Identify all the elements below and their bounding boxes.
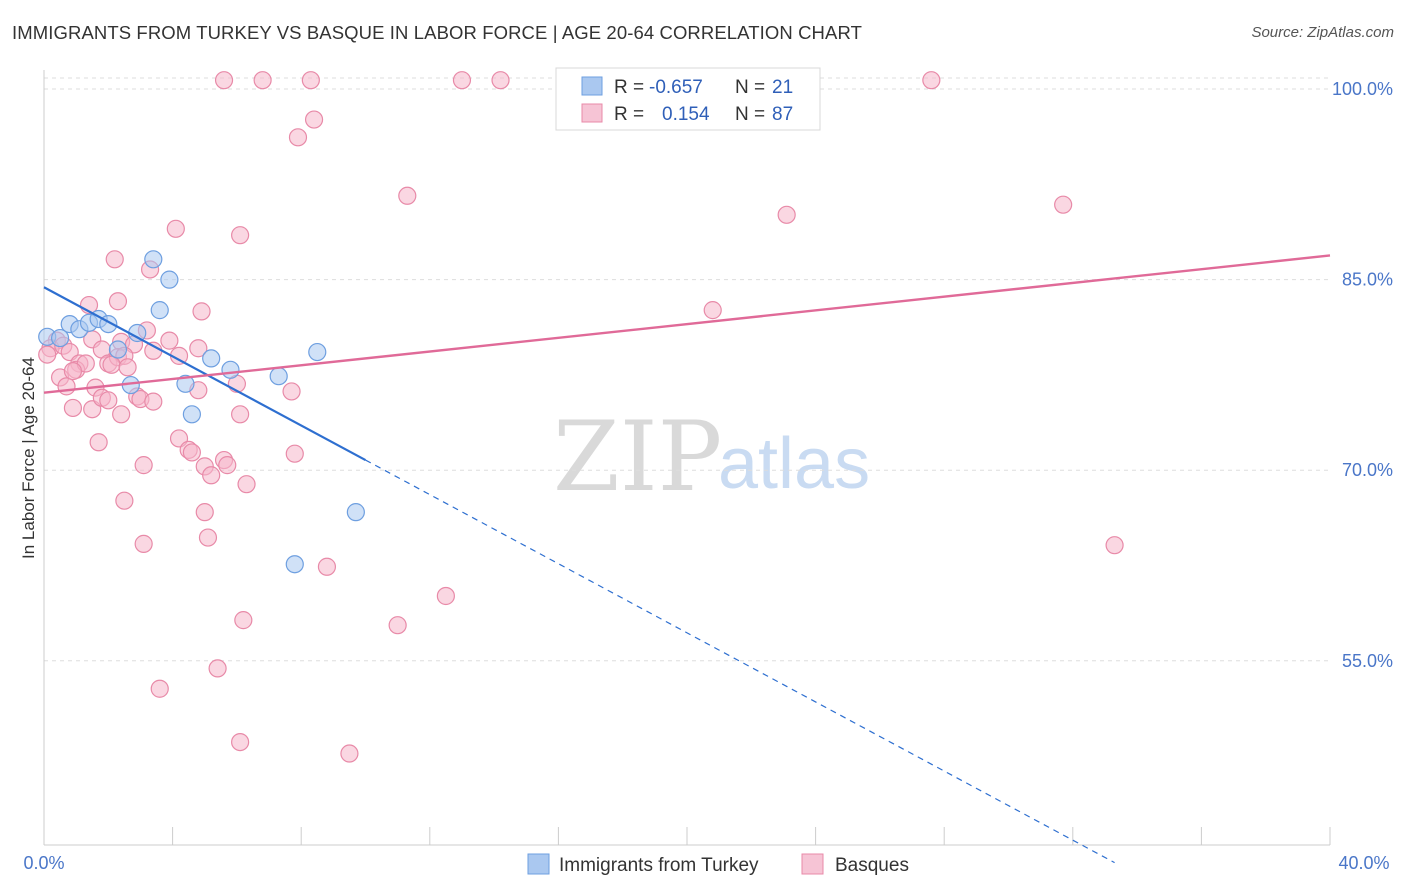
basques-point — [166, 219, 185, 238]
basques-point — [237, 475, 256, 494]
basques-point — [105, 250, 124, 269]
bottom-legend-swatch-blue — [527, 853, 550, 875]
basques-point — [285, 444, 304, 463]
turkey-point — [202, 349, 221, 368]
basques-point — [115, 491, 134, 510]
basques-point — [922, 71, 941, 90]
basques-point — [436, 586, 455, 606]
basques-point — [317, 557, 337, 576]
basques-point — [452, 71, 472, 90]
basques-point — [1054, 195, 1073, 214]
basques-point — [134, 534, 153, 553]
turkey-point — [346, 503, 365, 522]
basques-point — [301, 71, 320, 90]
y-tick-label: 100.0% — [1332, 79, 1393, 99]
bottom-legend-label-pink: Basques — [835, 855, 909, 876]
series-legend: Immigrants from Turkey Basques — [527, 853, 909, 876]
legend-r-label-blue: R = — [614, 77, 644, 98]
legend-swatch-pink — [581, 103, 603, 123]
basques-point — [63, 362, 83, 381]
turkey-point — [144, 250, 163, 269]
legend-r-label-pink: R = — [614, 104, 644, 125]
x-ticks — [43, 827, 1331, 845]
x-tick-label-max: 40.0% — [1338, 853, 1389, 873]
y-tick-label: 85.0% — [1342, 270, 1393, 290]
bottom-legend-swatch-pink — [801, 853, 824, 875]
correlation-legend: R = -0.657 N = 21 R = 0.154 N = 87 — [555, 67, 821, 131]
basques-point — [491, 71, 510, 90]
trend-lines — [43, 254, 1331, 864]
basques-point — [192, 302, 211, 321]
legend-swatch-blue — [581, 76, 603, 96]
turkey-point — [269, 367, 288, 386]
basques-trend-line — [43, 254, 1331, 394]
y-tick-label: 70.0% — [1342, 460, 1393, 480]
basques-point — [1105, 536, 1124, 555]
x-tick-label-min: 0.0% — [23, 853, 64, 873]
source-credit: Source: ZipAtlas.com — [1251, 24, 1394, 41]
basques-point — [38, 345, 57, 364]
basques-point — [150, 679, 169, 698]
basques-point — [118, 358, 137, 377]
basques-point — [182, 443, 201, 462]
basques-point — [134, 456, 153, 475]
turkey-point — [50, 328, 70, 348]
basques-point — [63, 398, 83, 418]
basques-point — [388, 616, 407, 635]
turkey-point — [221, 360, 240, 379]
series-immigrants-from-turkey — [38, 250, 365, 574]
basques-point — [288, 128, 308, 147]
basques-point — [99, 391, 118, 410]
basques-point — [218, 456, 237, 475]
y-tick-label: 55.0% — [1342, 651, 1393, 671]
basques-point — [208, 659, 227, 678]
legend-r-value-blue: -0.657 — [649, 77, 703, 98]
basques-point — [214, 71, 234, 90]
basques-point — [102, 355, 121, 374]
chart-title: IMMIGRANTS FROM TURKEY VS BASQUE IN LABO… — [12, 22, 862, 43]
legend-n-label-blue: N = — [735, 77, 765, 98]
turkey-point — [160, 270, 179, 289]
y-axis-label: In Labor Force | Age 20-64 — [19, 357, 38, 559]
watermark-atlas: atlas — [718, 424, 870, 504]
bottom-legend-label-blue: Immigrants from Turkey — [559, 855, 759, 876]
basques-point — [231, 226, 250, 245]
turkey-point — [285, 555, 304, 574]
basques-point — [198, 528, 218, 547]
basques-point — [202, 466, 221, 485]
basques-point — [777, 205, 796, 224]
watermark-zip: ZIP — [553, 401, 722, 513]
legend-n-value-blue: 21 — [772, 77, 793, 98]
turkey-point — [176, 374, 195, 393]
basques-point — [340, 744, 359, 763]
turkey-point — [308, 342, 327, 362]
turkey-point — [182, 405, 201, 424]
basques-point — [89, 433, 108, 452]
turkey-trend-line — [43, 286, 367, 462]
basques-point — [282, 382, 301, 401]
basques-point — [112, 405, 131, 424]
basques-point — [189, 339, 208, 358]
basques-point — [160, 331, 179, 350]
legend-r-value-pink: 0.154 — [662, 104, 710, 125]
turkey-point — [150, 301, 169, 320]
turkey-trend-extension — [365, 459, 1115, 864]
basques-point — [108, 292, 128, 311]
basques-point — [231, 405, 250, 424]
basques-point — [304, 110, 324, 129]
legend-n-label-pink: N = — [735, 104, 765, 125]
y-tick-labels: 55.0% 70.0% 85.0% 100.0% — [1332, 79, 1393, 671]
basques-point — [234, 611, 253, 630]
basques-point — [398, 186, 417, 205]
basques-point — [195, 503, 214, 522]
basques-point — [144, 392, 163, 411]
basques-point — [57, 377, 76, 396]
basques-point — [253, 71, 272, 90]
basques-point — [231, 732, 250, 752]
turkey-point — [108, 340, 128, 359]
legend-n-value-pink: 87 — [772, 104, 793, 125]
basques-point — [703, 301, 722, 320]
